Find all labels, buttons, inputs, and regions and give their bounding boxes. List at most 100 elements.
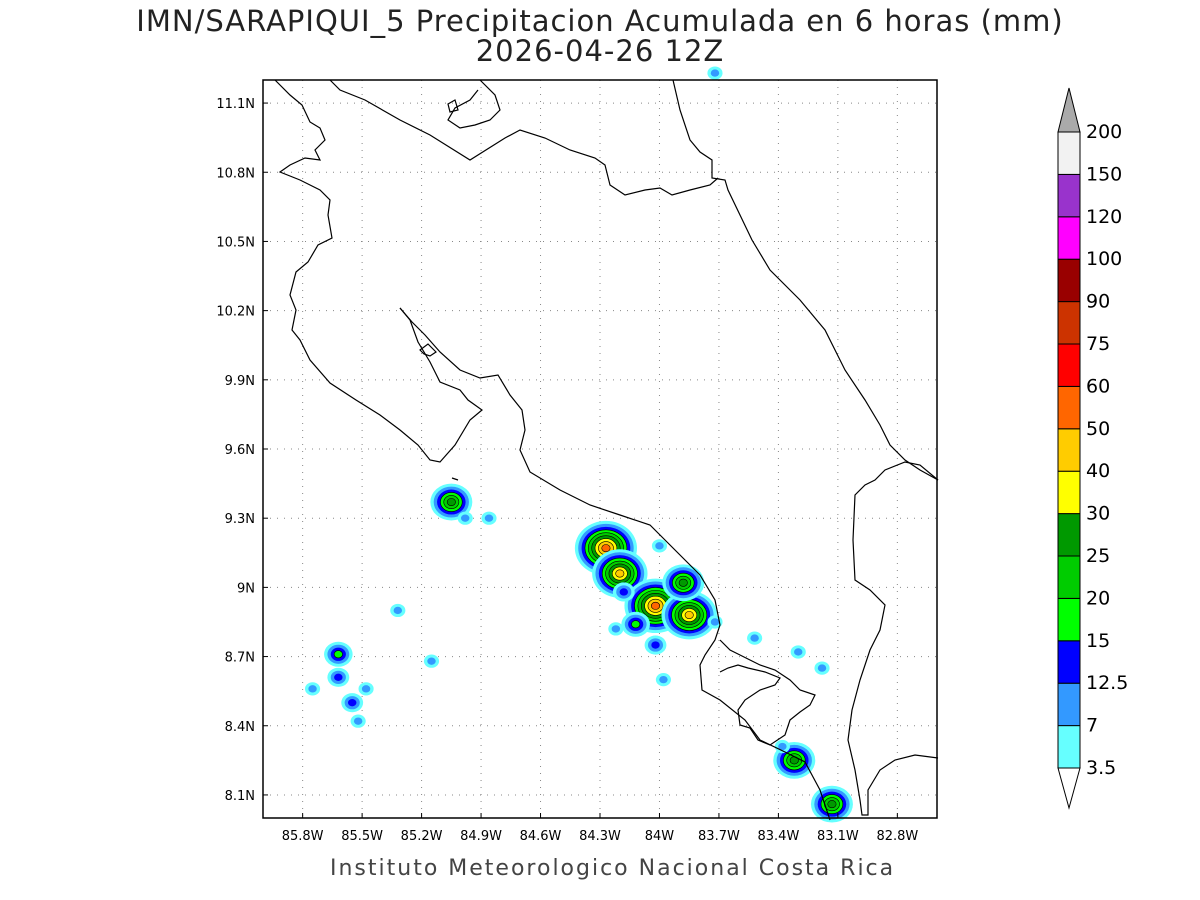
precip-cell: [810, 785, 853, 823]
colorbar-label: 30: [1086, 503, 1110, 525]
lon-tick-label: 84W: [645, 829, 675, 844]
precip-contour: [651, 601, 661, 610]
precip-cell: [358, 682, 374, 696]
colorbar-label: 20: [1086, 587, 1110, 609]
lake-nicaragua-shore: [447, 79, 501, 129]
colorbar-label: 90: [1086, 291, 1110, 313]
colorbar-label: 120: [1086, 206, 1122, 228]
precip-contour: [461, 514, 470, 522]
gulf-nicoya-island: [419, 343, 437, 357]
panama-border: [847, 461, 939, 816]
chart-subtitle-date: 2026-04-26 12Z: [475, 34, 725, 68]
precip-contour: [750, 634, 759, 642]
precip-contour: [619, 588, 628, 596]
osa-peninsula: [719, 639, 816, 746]
precip-cell: [621, 611, 650, 637]
small-island: [447, 99, 459, 113]
map-axis-labels: 85.8W 85.5W 85.2W 84.9W 84.6W 84.3W 84W 83.7W 83…: [216, 97, 918, 844]
precip-contour: [393, 606, 402, 615]
colorbar-box: [1057, 131, 1081, 175]
precip-contour: [308, 685, 317, 693]
precip-contour: [348, 699, 357, 707]
colorbar-box: [1057, 470, 1081, 515]
coastline-pacific-north: [274, 79, 483, 463]
precip-cell: [430, 483, 473, 521]
precip-contour: [611, 625, 621, 633]
lon-tick-label: 83.4W: [758, 829, 800, 844]
precip-cell: [341, 693, 364, 713]
precip-cell: [651, 539, 668, 553]
lat-tick-label: 11.1N: [216, 97, 255, 112]
lake-arenal-shore: [451, 477, 459, 481]
colorbar-legend: 3.5 7 12.5 15 20 25 30 40 50 60 75 90 100 120 150 200: [1057, 87, 1128, 810]
lat-tick-label: 9.6N: [225, 443, 255, 458]
precip-contour: [778, 742, 787, 751]
lon-tick-label: 85.8W: [282, 829, 324, 844]
colorbar-label: 150: [1086, 163, 1122, 185]
colorbar-box: [1057, 216, 1081, 260]
precip-contour: [446, 498, 456, 507]
lat-tick-label: 8.7N: [225, 651, 255, 666]
precip-contour: [684, 611, 694, 620]
precip-contour: [427, 657, 436, 665]
colorbar-label: 40: [1086, 460, 1110, 482]
lat-tick-label: 8.1N: [225, 789, 255, 804]
colorbar-label: 12.5: [1086, 672, 1128, 694]
precip-contour: [678, 578, 688, 587]
colorbar-box: [1057, 428, 1081, 472]
precip-contour: [710, 618, 720, 626]
precip-contour: [631, 620, 641, 629]
lon-tick-label: 85.5W: [341, 829, 383, 844]
precip-cell: [608, 622, 624, 636]
precip-contour: [484, 514, 494, 522]
lat-tick-label: 9.9N: [225, 374, 255, 389]
precip-cell: [612, 582, 635, 602]
colorbar-box: [1057, 385, 1081, 430]
lon-tick-label: 83.1W: [817, 829, 859, 844]
colorbar-label: 75: [1086, 333, 1110, 355]
precip-cell: [324, 641, 353, 667]
precip-cell: [747, 631, 763, 645]
colorbar-label: 25: [1086, 545, 1110, 567]
colorbar-box: [1057, 258, 1081, 303]
precip-cell: [790, 645, 806, 659]
precip-cell: [390, 603, 406, 618]
precip-contour: [601, 544, 611, 553]
precip-contour: [710, 69, 720, 77]
colorbar-box: [1057, 301, 1081, 345]
colorbar-box: [1057, 173, 1081, 218]
colorbar-label: 3.5: [1086, 757, 1116, 779]
chart-title: IMN/SARAPIQUI_5 Precipitacion Acumulada …: [136, 4, 1064, 38]
colorbar-high-arrow: [1057, 87, 1081, 133]
lat-tick-label: 9N: [237, 581, 255, 596]
colorbar-box: [1057, 513, 1081, 557]
precip-cell: [655, 673, 671, 687]
precip-cell: [350, 714, 366, 728]
lon-tick-label: 84.6W: [520, 829, 562, 844]
colorbar-label: 60: [1086, 375, 1110, 397]
precip-cell: [327, 667, 350, 687]
precip-contour: [334, 673, 343, 681]
caribbean-coast: [672, 79, 939, 481]
precip-contour: [361, 685, 371, 693]
lat-tick-label: 10.5N: [216, 235, 255, 250]
precip-contour: [615, 569, 625, 578]
precip-cell: [707, 66, 723, 80]
northern-border: [399, 307, 831, 821]
colorbar-box: [1057, 343, 1081, 387]
colorbar-low-arrow: [1057, 767, 1081, 810]
precip-contour: [655, 542, 664, 550]
lon-tick-label: 84.9W: [460, 829, 502, 844]
precip-cell: [457, 511, 473, 525]
lon-tick-label: 82.8W: [876, 829, 918, 844]
precip-cell: [814, 661, 830, 675]
precip-contour: [659, 675, 668, 684]
precip-contour: [817, 664, 827, 672]
precipitation-cells: [304, 66, 853, 823]
precip-contour: [353, 717, 363, 725]
lat-tick-label: 9.3N: [225, 512, 255, 527]
lon-tick-label: 83.7W: [698, 829, 740, 844]
precip-cell: [304, 682, 321, 696]
colorbar-box: [1057, 597, 1081, 642]
